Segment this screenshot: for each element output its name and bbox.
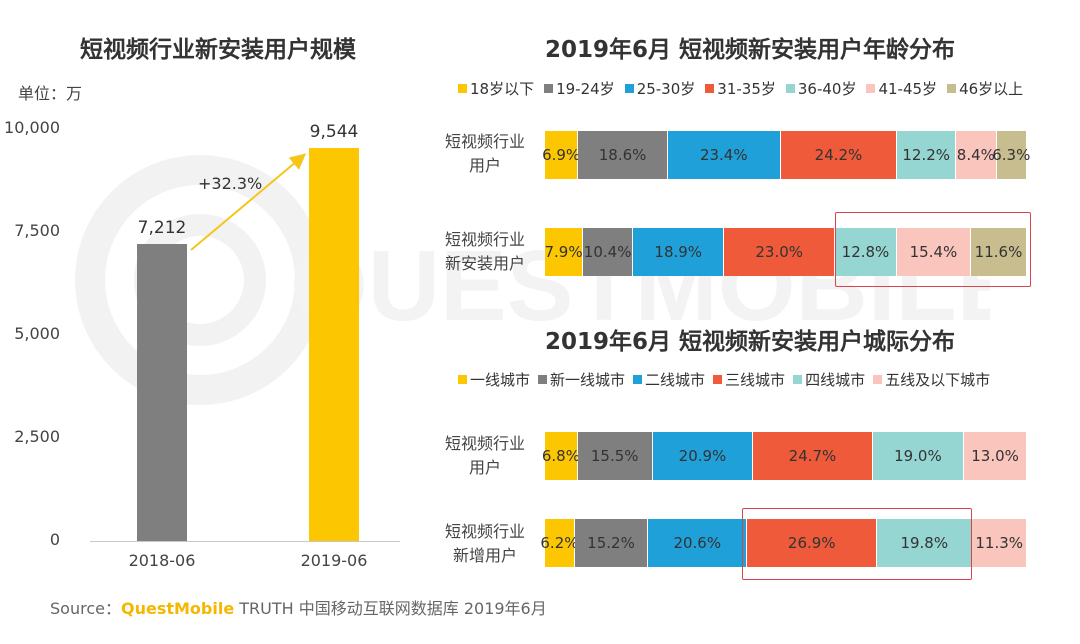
legend-item: 新一线城市 xyxy=(538,369,625,390)
legend-swatch xyxy=(866,84,876,93)
city-stacked-bar-new-users: 6.2% 15.2% 20.6% 26.9% 19.8% 11.3% xyxy=(540,519,1027,567)
stack-segment: 6.9% xyxy=(542,131,580,179)
x-tick-label: 2018-06 xyxy=(128,551,196,570)
stack-segment: 11.3% xyxy=(972,519,1027,567)
left-chart-title: 短视频行业新安装用户规模 xyxy=(80,37,356,63)
y-tick: 5,000 xyxy=(14,324,60,343)
stack-segment: 15.5% xyxy=(577,432,653,480)
y-tick: 10,000 xyxy=(4,118,60,137)
legend-swatch xyxy=(793,375,803,384)
legend-swatch xyxy=(633,375,643,384)
stack-segment: 13.0% xyxy=(964,432,1027,480)
legend-label: 36-40岁 xyxy=(797,80,857,98)
bar-value-label: 9,544 xyxy=(309,121,359,142)
legend-swatch xyxy=(705,84,715,93)
legend-item: 31-35岁 xyxy=(705,78,776,99)
x-tick-label: 2019-06 xyxy=(300,551,368,570)
legend-item: 二线城市 xyxy=(633,369,705,390)
highlight-box xyxy=(742,508,972,580)
legend-label: 46岁以上 xyxy=(959,80,1024,98)
city-chart-title: 2019年6月 短视频新安装用户城际分布 xyxy=(545,329,956,355)
legend-item: 46岁以上 xyxy=(947,78,1023,99)
stack-segment: 26.9% xyxy=(747,519,878,567)
source-prefix: Source： xyxy=(50,599,121,618)
stack-segment: 24.7% xyxy=(753,432,873,480)
growth-label: +32.3% xyxy=(198,174,263,193)
city-stacked-bar-users: 6.8% 15.5% 20.9% 24.7% 19.0% 13.0% xyxy=(542,432,1027,480)
row-label: 短视频行业 用户 xyxy=(444,434,525,477)
bar-2018-06 xyxy=(137,243,187,541)
legend-label: 41-45岁 xyxy=(878,80,938,98)
stack-segment: 6.2% xyxy=(540,519,579,567)
legend-swatch xyxy=(458,84,467,93)
age-chart-title: 2019年6月 短视频新安装用户年龄分布 xyxy=(545,37,956,63)
row-label: 短视频行业 新安装用户 xyxy=(444,230,525,273)
legend-swatch xyxy=(544,84,554,93)
source-brand: QuestMobile xyxy=(120,599,235,618)
row-label: 短视频行业 用户 xyxy=(444,132,525,175)
legend-label: 25-30岁 xyxy=(636,80,696,98)
legend-item: 19-24岁 xyxy=(544,78,615,99)
stack-segment: 20.6% xyxy=(648,519,748,567)
stack-segment: 8.4% xyxy=(956,131,997,179)
growth-arrow xyxy=(190,153,307,251)
left-chart-unit: 单位：万 xyxy=(18,84,83,103)
stack-segment: 18.6% xyxy=(578,131,668,179)
stack-segment: 24.2% xyxy=(780,131,898,179)
legend-label: 一线城市 xyxy=(470,371,531,389)
stack-segment: 10.4% xyxy=(583,228,634,276)
legend-item: 四线城市 xyxy=(793,369,865,390)
stack-segment: 12.2% xyxy=(897,131,957,179)
highlight-box xyxy=(835,212,1031,287)
stack-segment: 20.9% xyxy=(652,432,754,480)
stack-segment: 6.8% xyxy=(542,432,580,480)
age-stacked-bar-users: 6.9% 18.6% 23.4% 24.2% 12.2% 8.4% 6.3% xyxy=(542,131,1030,179)
city-legend: 一线城市 新一线城市 二线城市 三线城市 四线城市 五线及以下城市 xyxy=(458,369,998,390)
legend-label: 二线城市 xyxy=(645,371,706,389)
legend-swatch xyxy=(624,84,634,93)
stack-segment: 6.3% xyxy=(992,131,1030,179)
legend-swatch xyxy=(785,84,795,93)
stack-segment: 23.0% xyxy=(724,228,836,276)
age-legend: 18岁以下 19-24岁 25-30岁 31-35岁 36-40岁 41-45岁 46岁以上 xyxy=(458,78,1033,99)
stack-segment: 19.0% xyxy=(872,432,965,480)
legend-item: 36-40岁 xyxy=(785,78,857,99)
row-label: 短视频行业 新增用户 xyxy=(444,522,525,565)
legend-swatch xyxy=(713,375,723,384)
legend-item: 18岁以下 xyxy=(458,78,534,99)
legend-item: 三线城市 xyxy=(713,369,785,390)
stack-segment: 7.9% xyxy=(544,228,584,276)
age-stacked-bar-new-users: 7.9% 10.4% 18.9% 23.0% 12.8% 15.4% 11.6% xyxy=(544,228,1027,276)
source-rest: TRUTH 中国移动互联网数据库 2019年6月 xyxy=(234,599,547,618)
legend-label: 四线城市 xyxy=(805,371,866,389)
stack-segment: 15.2% xyxy=(574,519,649,567)
stack-segment: 11.6% xyxy=(971,228,1027,276)
legend-label: 18岁以下 xyxy=(470,80,535,98)
legend-item: 25-30岁 xyxy=(624,78,696,99)
legend-swatch xyxy=(538,375,548,384)
stack-segment: 19.8% xyxy=(877,519,973,567)
legend-item: 41-45岁 xyxy=(866,78,937,99)
source-note: Source：QuestMobile TRUTH 中国移动互联网数据库 2019… xyxy=(50,595,547,619)
legend-swatch xyxy=(873,375,883,384)
stack-segment: 12.8% xyxy=(835,228,897,276)
x-axis-line xyxy=(90,541,400,542)
legend-label: 五线及以下城市 xyxy=(885,371,991,389)
legend-label: 三线城市 xyxy=(725,371,786,389)
legend-label: 新一线城市 xyxy=(550,371,626,389)
legend-label: 31-35岁 xyxy=(717,80,776,98)
y-tick: 0 xyxy=(49,530,60,549)
bar-2019-06 xyxy=(309,147,359,541)
legend-item: 五线及以下城市 xyxy=(873,369,990,390)
stack-segment: 23.4% xyxy=(667,131,781,179)
bar-value-label: 7,212 xyxy=(137,217,187,238)
legend-swatch xyxy=(458,375,467,384)
legend-label: 19-24岁 xyxy=(556,80,615,98)
stack-segment: 18.9% xyxy=(633,228,725,276)
y-tick: 7,500 xyxy=(14,221,60,240)
legend-item: 一线城市 xyxy=(458,369,530,390)
legend-swatch xyxy=(947,84,957,93)
y-tick: 2,500 xyxy=(14,427,60,446)
stack-segment: 15.4% xyxy=(896,228,972,276)
